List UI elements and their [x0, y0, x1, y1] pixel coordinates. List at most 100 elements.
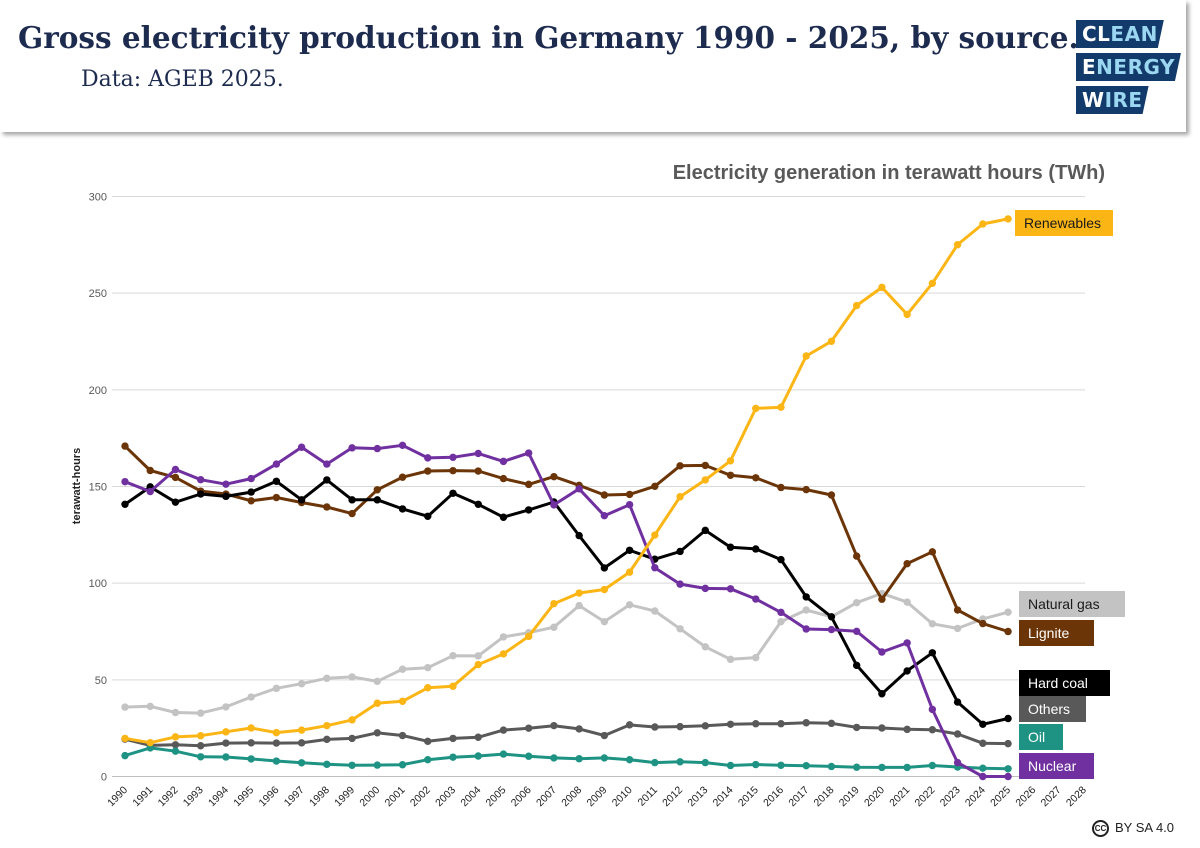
data-point-natural-gas [752, 653, 760, 662]
data-point-renewables [752, 404, 760, 413]
data-point-hard-coal [297, 496, 306, 504]
series-line-nuclear [123, 443, 1010, 778]
data-point-oil [449, 753, 457, 761]
data-point-nuclear [222, 480, 230, 488]
data-point-natural-gas [323, 674, 331, 682]
data-point-lignite [752, 474, 760, 482]
data-point-oil [297, 759, 306, 767]
data-point-others [953, 730, 962, 738]
data-point-others [625, 721, 634, 729]
legend-label-natural-gas: Natural gas [1028, 596, 1100, 612]
series-line-natural-gas [123, 591, 1010, 715]
data-point-oil [903, 763, 911, 772]
data-point-oil [171, 747, 180, 755]
data-point-lignite [121, 442, 129, 450]
data-point-others [222, 739, 230, 747]
x-tick-label: 1997 [282, 784, 307, 809]
data-point-others [827, 719, 836, 728]
data-point-nuclear [272, 460, 281, 468]
legend-label-renewables: Renewables [1024, 215, 1101, 231]
data-point-others [499, 726, 508, 734]
data-point-lignite [146, 466, 154, 475]
data-point-lignite [625, 490, 634, 499]
x-tick-label: 2011 [635, 784, 660, 809]
data-point-oil [348, 761, 356, 769]
data-point-oil [499, 750, 508, 758]
data-point-lignite [398, 473, 407, 481]
data-point-renewables [424, 684, 432, 692]
data-point-others [171, 741, 180, 749]
data-point-hard-coal [449, 489, 457, 497]
data-point-nuclear [449, 453, 457, 462]
data-point-lignite [474, 467, 482, 475]
data-point-renewables [1004, 215, 1012, 223]
data-point-natural-gas [802, 606, 810, 614]
data-point-hard-coal [852, 661, 861, 670]
x-tick-label: 2024 [963, 784, 988, 809]
data-point-lignite [499, 474, 508, 483]
data-point-nuclear [752, 595, 760, 603]
data-point-renewables [348, 716, 356, 724]
data-point-natural-gas [651, 607, 659, 615]
data-point-hard-coal [323, 476, 331, 484]
x-tick-label: 1990 [105, 784, 130, 809]
data-point-others [1004, 739, 1012, 748]
data-point-hard-coal [474, 500, 482, 508]
x-tick-label: 2002 [408, 784, 433, 809]
data-point-natural-gas [903, 598, 911, 606]
data-point-nuclear [726, 585, 735, 593]
data-point-hard-coal [878, 690, 886, 698]
data-point-renewables [903, 310, 911, 319]
y-axis-label: terawatt-hours [71, 448, 83, 524]
data-point-natural-gas [550, 623, 558, 631]
data-point-others [979, 739, 987, 747]
license-badge: CC BY SA 4.0 [1092, 820, 1174, 838]
data-point-natural-gas [928, 620, 937, 628]
data-point-natural-gas [196, 709, 205, 717]
legend-label-oil: Oil [1028, 729, 1045, 745]
data-point-natural-gas [575, 601, 583, 610]
data-point-nuclear [953, 758, 962, 767]
x-tick-label: 2019 [837, 784, 862, 809]
data-point-oil [928, 761, 937, 770]
data-point-natural-gas [777, 617, 785, 626]
data-point-oil [979, 764, 987, 772]
legend-label-nuclear: Nuclear [1028, 758, 1077, 774]
data-point-renewables [600, 585, 609, 594]
data-point-lignite [323, 503, 331, 511]
data-point-oil [1004, 765, 1012, 773]
data-point-nuclear [827, 625, 836, 634]
data-point-hard-coal [676, 547, 684, 556]
series-line-others [123, 721, 1010, 748]
data-point-natural-gas [121, 703, 129, 711]
data-point-oil [323, 760, 331, 769]
x-tick-label: 2018 [812, 784, 837, 809]
data-point-oil [852, 763, 861, 771]
data-point-hard-coal [600, 564, 609, 572]
data-point-others [398, 731, 407, 740]
data-point-others [802, 719, 810, 727]
data-point-hard-coal [575, 531, 583, 540]
data-point-renewables [146, 738, 154, 747]
data-point-others [777, 720, 785, 728]
data-point-lignite [373, 486, 381, 494]
data-point-natural-gas [449, 651, 457, 660]
data-point-renewables [852, 301, 861, 310]
data-point-hard-coal [222, 492, 230, 501]
data-point-hard-coal [373, 496, 381, 504]
legend-box-natural-gas [1019, 591, 1125, 617]
data-point-lignite [777, 483, 785, 492]
data-point-lignite [348, 509, 356, 518]
data-point-natural-gas [222, 703, 230, 711]
page-title: Gross electricity production in Germany … [18, 20, 1079, 55]
data-point-nuclear [524, 449, 533, 457]
data-point-others [651, 723, 659, 731]
data-point-hard-coal [499, 513, 508, 521]
data-point-oil [878, 763, 886, 772]
header-panel: Gross electricity production in Germany … [0, 0, 1186, 132]
data-point-nuclear [625, 500, 634, 509]
data-point-renewables [550, 599, 558, 608]
data-point-nuclear [852, 627, 861, 636]
data-point-hard-coal [398, 505, 407, 513]
data-point-natural-gas [726, 655, 735, 664]
